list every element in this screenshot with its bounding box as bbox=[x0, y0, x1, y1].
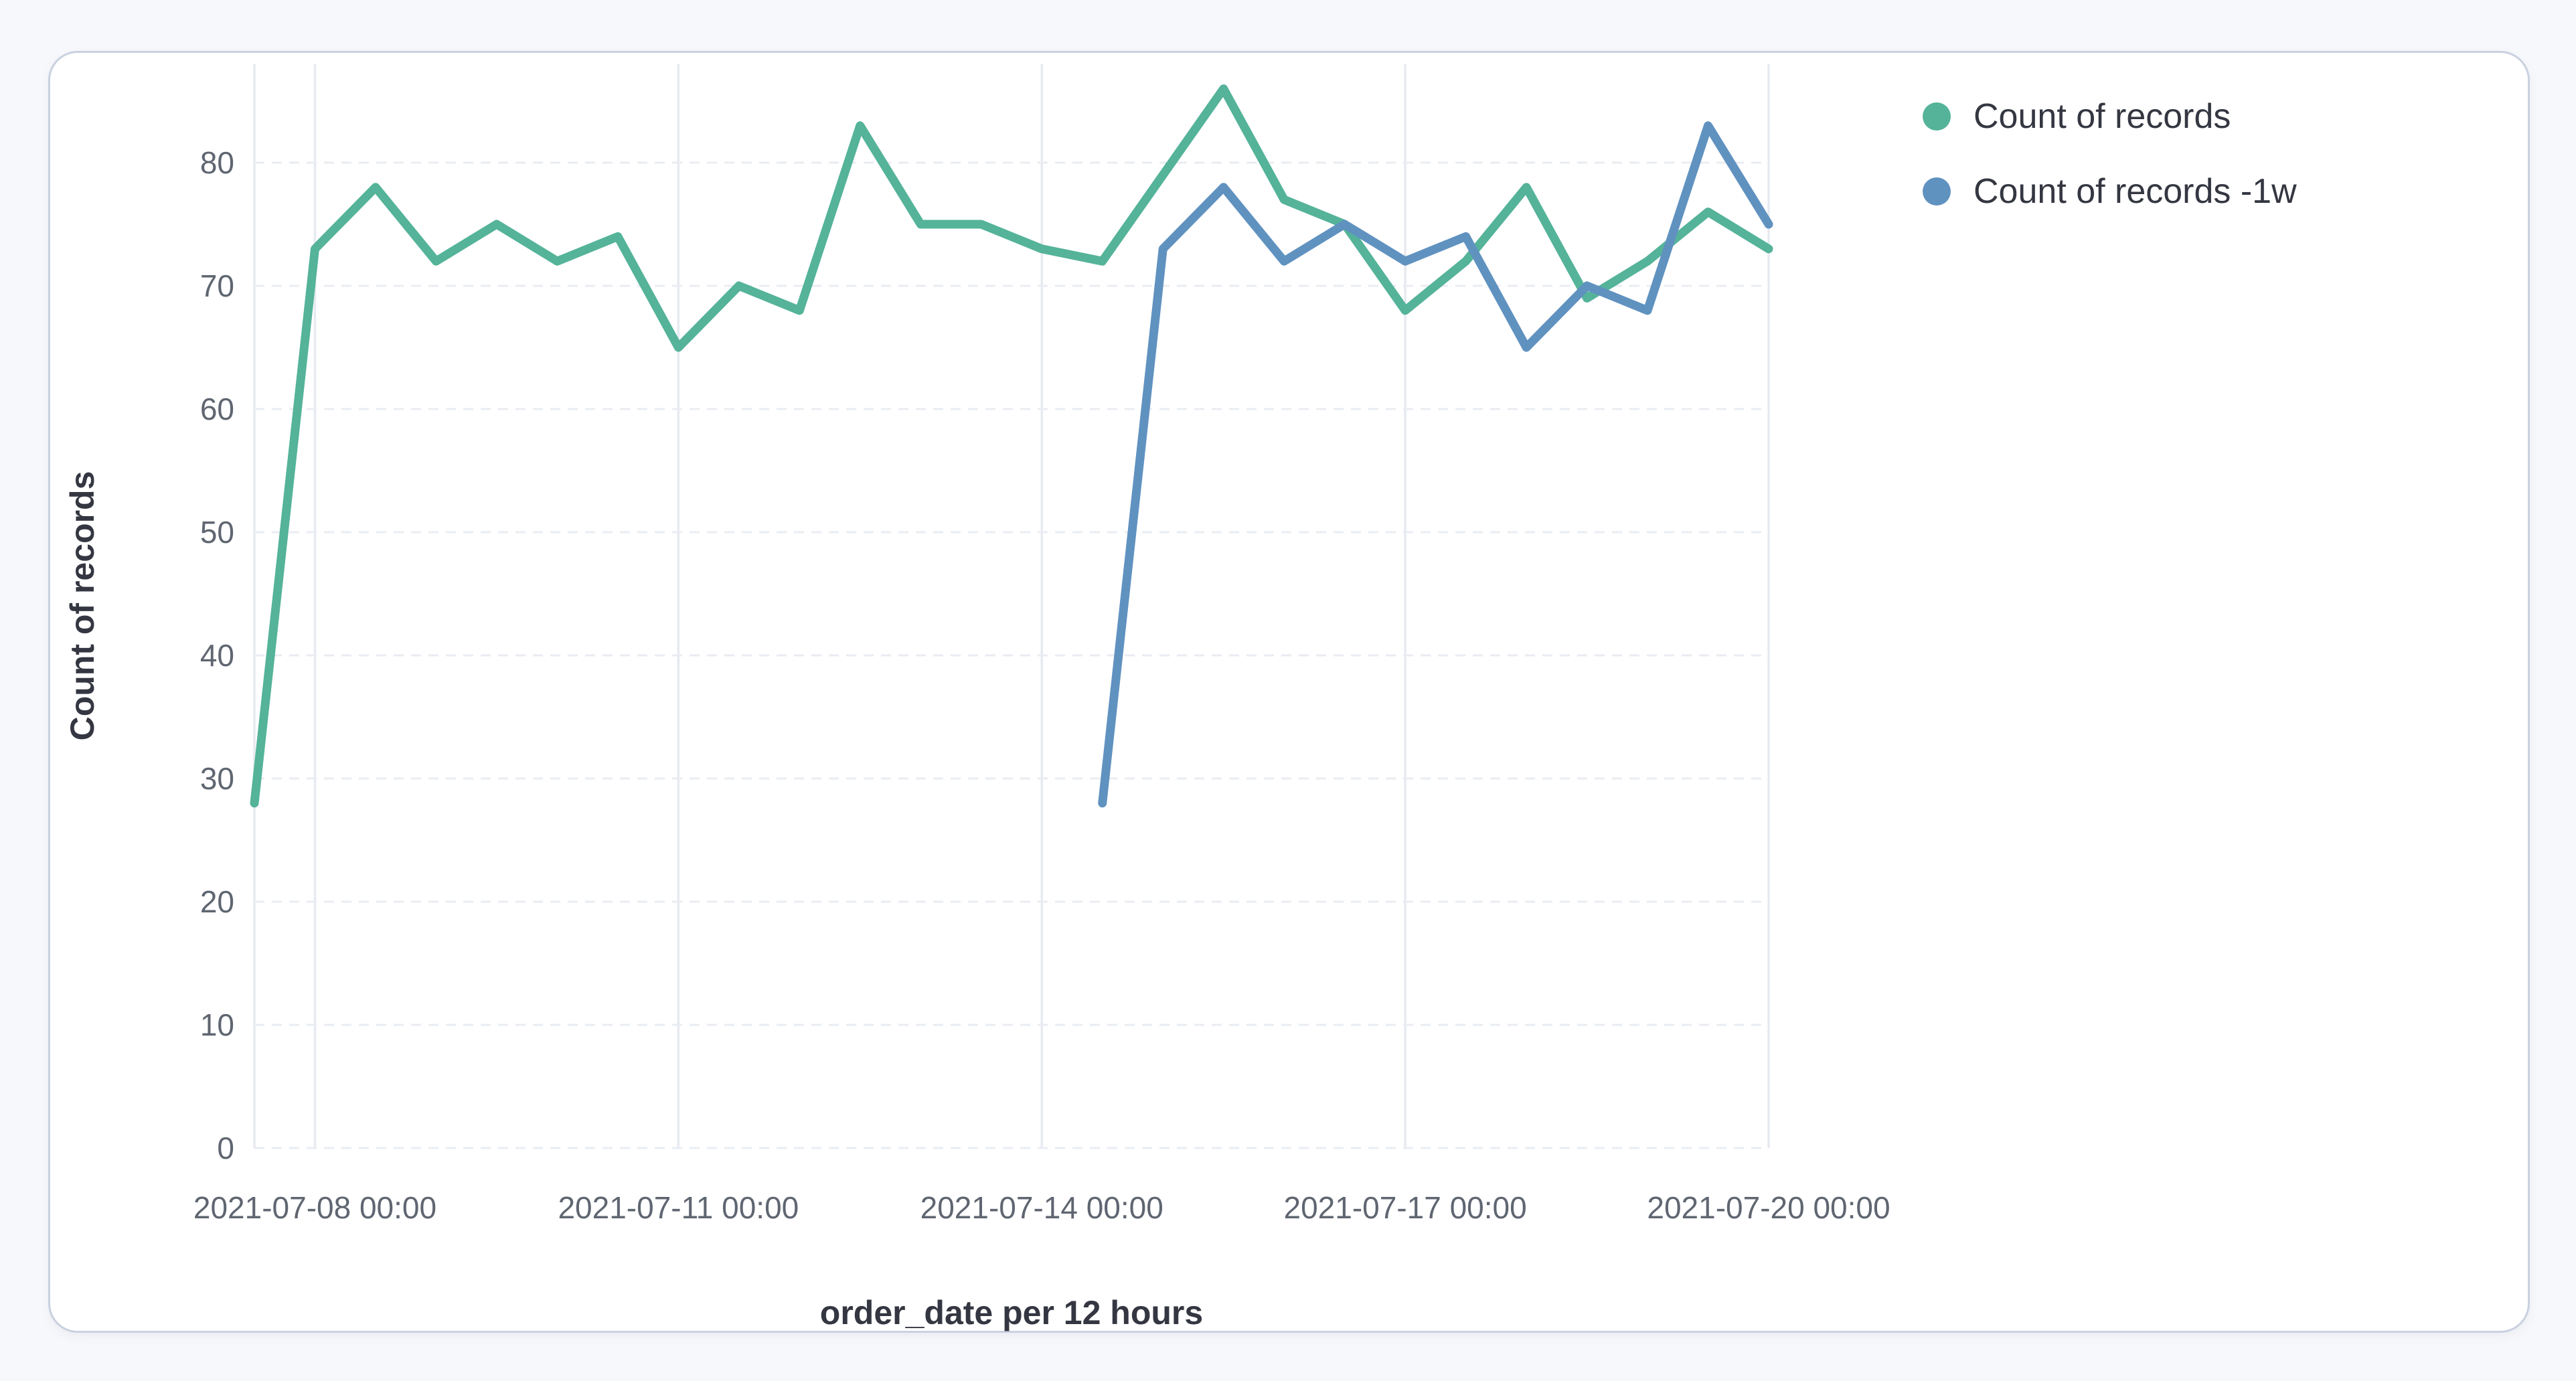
legend-item-label: Count of records bbox=[1974, 97, 2231, 136]
x-tick-label: 2021-07-20 00:00 bbox=[1647, 1190, 1890, 1225]
y-tick-label: 10 bbox=[200, 1007, 234, 1042]
x-tick-label: 2021-07-17 00:00 bbox=[1284, 1190, 1527, 1225]
y-tick-label: 20 bbox=[200, 884, 234, 919]
y-tick-label: 70 bbox=[200, 268, 234, 303]
x-tick-label: 2021-07-08 00:00 bbox=[193, 1190, 436, 1225]
series-line-0[interactable] bbox=[250, 84, 1773, 808]
legend-swatch-count-of-records bbox=[1923, 102, 1951, 131]
legend-item-label: Count of records -1w bbox=[1974, 172, 2297, 211]
series-line-1[interactable] bbox=[1098, 121, 1773, 808]
legend: Count of records Count of records -1w bbox=[1923, 79, 2297, 229]
chart-card bbox=[48, 51, 2530, 1333]
y-axis-title: Count of records bbox=[64, 471, 101, 741]
y-tick-label: 50 bbox=[200, 515, 234, 550]
x-axis-title: order_date per 12 hours bbox=[820, 1294, 1203, 1331]
y-tick-label: 40 bbox=[200, 638, 234, 673]
grid-layer bbox=[253, 64, 1770, 1149]
legend-item-count-of-records[interactable]: Count of records bbox=[1923, 79, 2297, 154]
y-tick-label: 60 bbox=[200, 392, 234, 426]
legend-swatch-count-of-records-1w bbox=[1923, 177, 1951, 206]
series-layer bbox=[250, 84, 1773, 808]
axis-layer: 0 10 20 30 40 50 60 70 80 2021-07-08 00:00 2021-07… bbox=[193, 145, 1890, 1225]
legend-item-count-of-records-1w[interactable]: Count of records -1w bbox=[1923, 154, 2297, 229]
y-tick-label: 30 bbox=[200, 761, 234, 796]
x-tick-label: 2021-07-14 00:00 bbox=[920, 1190, 1163, 1225]
y-tick-label: 80 bbox=[200, 145, 234, 180]
y-tick-label: 0 bbox=[217, 1131, 234, 1165]
x-tick-label: 2021-07-11 00:00 bbox=[558, 1190, 799, 1225]
